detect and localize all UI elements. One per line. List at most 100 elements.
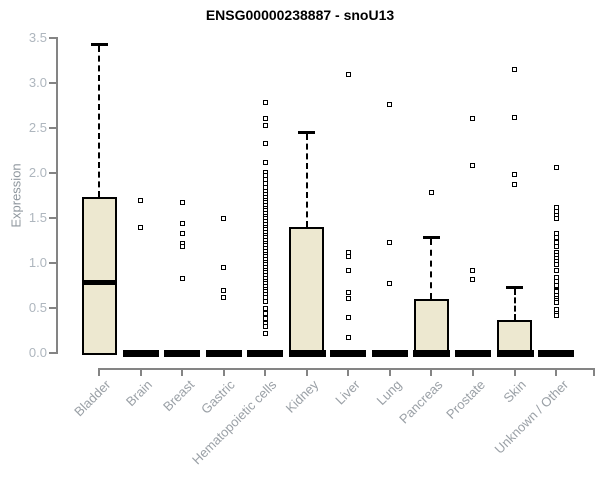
y-tick-label: 0.5 bbox=[28, 300, 47, 315]
x-tick bbox=[264, 368, 267, 376]
outlier-dot-unknown-other bbox=[553, 244, 559, 250]
y-tick bbox=[49, 217, 56, 219]
whisker-skin bbox=[513, 289, 516, 320]
y-tick bbox=[49, 262, 56, 264]
y-tick-label: 1.5 bbox=[28, 210, 47, 225]
box-bladder bbox=[81, 197, 117, 355]
whisker-cap-bladder bbox=[90, 43, 108, 47]
outlier-dot-hematopoietic-cells bbox=[262, 115, 268, 121]
outlier-dot-liver bbox=[345, 267, 351, 273]
zero-bar-prostate bbox=[454, 350, 491, 357]
outlier-dot-skin bbox=[512, 182, 517, 188]
x-category-label-prostate: Prostate bbox=[442, 377, 488, 422]
x-tick bbox=[347, 368, 350, 376]
x-category-label-gastric: Gastric bbox=[198, 377, 239, 417]
zero-bar-unknown-other bbox=[538, 350, 575, 357]
x-tick bbox=[181, 368, 184, 376]
x-tick bbox=[305, 368, 308, 376]
x-tick bbox=[555, 368, 558, 376]
outlier-dot-hematopoietic-cells bbox=[262, 310, 268, 316]
outlier-dot-lung bbox=[387, 102, 393, 108]
y-tick bbox=[49, 37, 56, 39]
outlier-dot-prostate bbox=[470, 115, 476, 121]
outlier-dot-unknown-other bbox=[553, 165, 559, 171]
outlier-dot-gastric bbox=[221, 294, 227, 300]
y-tick bbox=[49, 352, 56, 354]
zero-bar-brain bbox=[122, 350, 159, 357]
y-tick bbox=[49, 82, 56, 84]
outlier-dot-unknown-other bbox=[553, 267, 559, 273]
x-tick bbox=[471, 368, 474, 376]
outlier-dot-breast bbox=[179, 275, 185, 281]
outlier-dot-skin bbox=[512, 67, 517, 72]
zero-bar-lung bbox=[371, 350, 408, 357]
x-tick bbox=[139, 368, 142, 376]
x-axis-line bbox=[98, 368, 594, 370]
whisker-pancreas bbox=[430, 238, 433, 299]
outlier-dot-liver bbox=[345, 314, 351, 320]
x-tick bbox=[388, 368, 391, 376]
outlier-dot-lung bbox=[387, 239, 393, 245]
x-category-label-skin: Skin bbox=[500, 377, 530, 406]
outlier-dot-hematopoietic-cells bbox=[262, 330, 268, 336]
x-category-label-lung: Lung bbox=[373, 377, 405, 409]
y-tick bbox=[49, 172, 56, 174]
outlier-dot-breast bbox=[179, 220, 185, 226]
y-tick-label: 2.5 bbox=[28, 120, 47, 135]
outlier-dot-hematopoietic-cells bbox=[262, 159, 268, 165]
outlier-dot-brain bbox=[138, 198, 144, 204]
whisker-kidney bbox=[305, 133, 308, 227]
zero-bar-breast bbox=[164, 350, 201, 357]
median-line-bladder bbox=[81, 279, 117, 285]
box-pancreas bbox=[413, 299, 449, 355]
y-tick-label: 3.5 bbox=[28, 30, 47, 45]
x-category-label-liver: Liver bbox=[332, 377, 363, 408]
outlier-dot-lung bbox=[387, 281, 393, 287]
outlier-dot-prostate bbox=[470, 163, 476, 169]
x-category-label-brain: Brain bbox=[123, 377, 156, 410]
outlier-dot-liver bbox=[345, 71, 351, 77]
x-axis-end-tick bbox=[593, 368, 595, 376]
outlier-dot-prostate bbox=[470, 276, 476, 282]
whisker-cap-pancreas bbox=[422, 235, 440, 239]
x-tick bbox=[98, 368, 100, 376]
x-tick bbox=[430, 368, 433, 376]
x-category-label-pancreas: Pancreas bbox=[396, 377, 447, 427]
outlier-dot-skin bbox=[512, 114, 517, 120]
x-category-label-kidney: Kidney bbox=[282, 377, 322, 416]
outlier-dot-breast bbox=[179, 230, 185, 236]
x-tick bbox=[513, 368, 516, 376]
outlier-dot-pancreas bbox=[428, 190, 434, 196]
outlier-dot-hematopoietic-cells bbox=[262, 140, 268, 146]
box-skin bbox=[497, 319, 532, 355]
outlier-dot-hematopoietic-cells bbox=[262, 305, 268, 311]
outlier-dot-liver bbox=[345, 335, 351, 341]
y-tick-label: 2.0 bbox=[28, 165, 47, 180]
outlier-dot-hematopoietic-cells bbox=[262, 299, 268, 305]
outlier-dot-gastric bbox=[221, 216, 227, 222]
outlier-dot-hematopoietic-cells bbox=[262, 324, 268, 330]
outlier-dot-gastric bbox=[221, 265, 227, 270]
outlier-dot-breast bbox=[179, 200, 185, 206]
x-category-label-bladder: Bladder bbox=[71, 377, 114, 420]
y-tick-label: 1.0 bbox=[28, 255, 47, 270]
y-axis-line bbox=[56, 37, 58, 354]
outlier-dot-liver bbox=[345, 254, 351, 260]
zero-bar-kidney bbox=[288, 350, 326, 357]
x-category-label-unknown-other: Unknown / Other bbox=[491, 377, 571, 457]
zero-bar-liver bbox=[330, 350, 367, 357]
outlier-dot-unknown-other bbox=[553, 215, 559, 221]
outlier-dot-liver bbox=[345, 290, 351, 296]
whisker-bladder bbox=[98, 46, 100, 198]
outlier-dot-unknown-other bbox=[553, 312, 559, 318]
x-tick bbox=[222, 368, 225, 376]
outlier-dot-brain bbox=[138, 224, 144, 230]
box-kidney bbox=[289, 227, 325, 355]
chart-title: ENSG00000238887 - snoU13 bbox=[205, 7, 395, 23]
y-tick-label: 3.0 bbox=[28, 75, 47, 90]
outlier-dot-liver bbox=[345, 295, 351, 301]
zero-bar-gastric bbox=[205, 350, 242, 357]
y-tick bbox=[49, 307, 56, 309]
